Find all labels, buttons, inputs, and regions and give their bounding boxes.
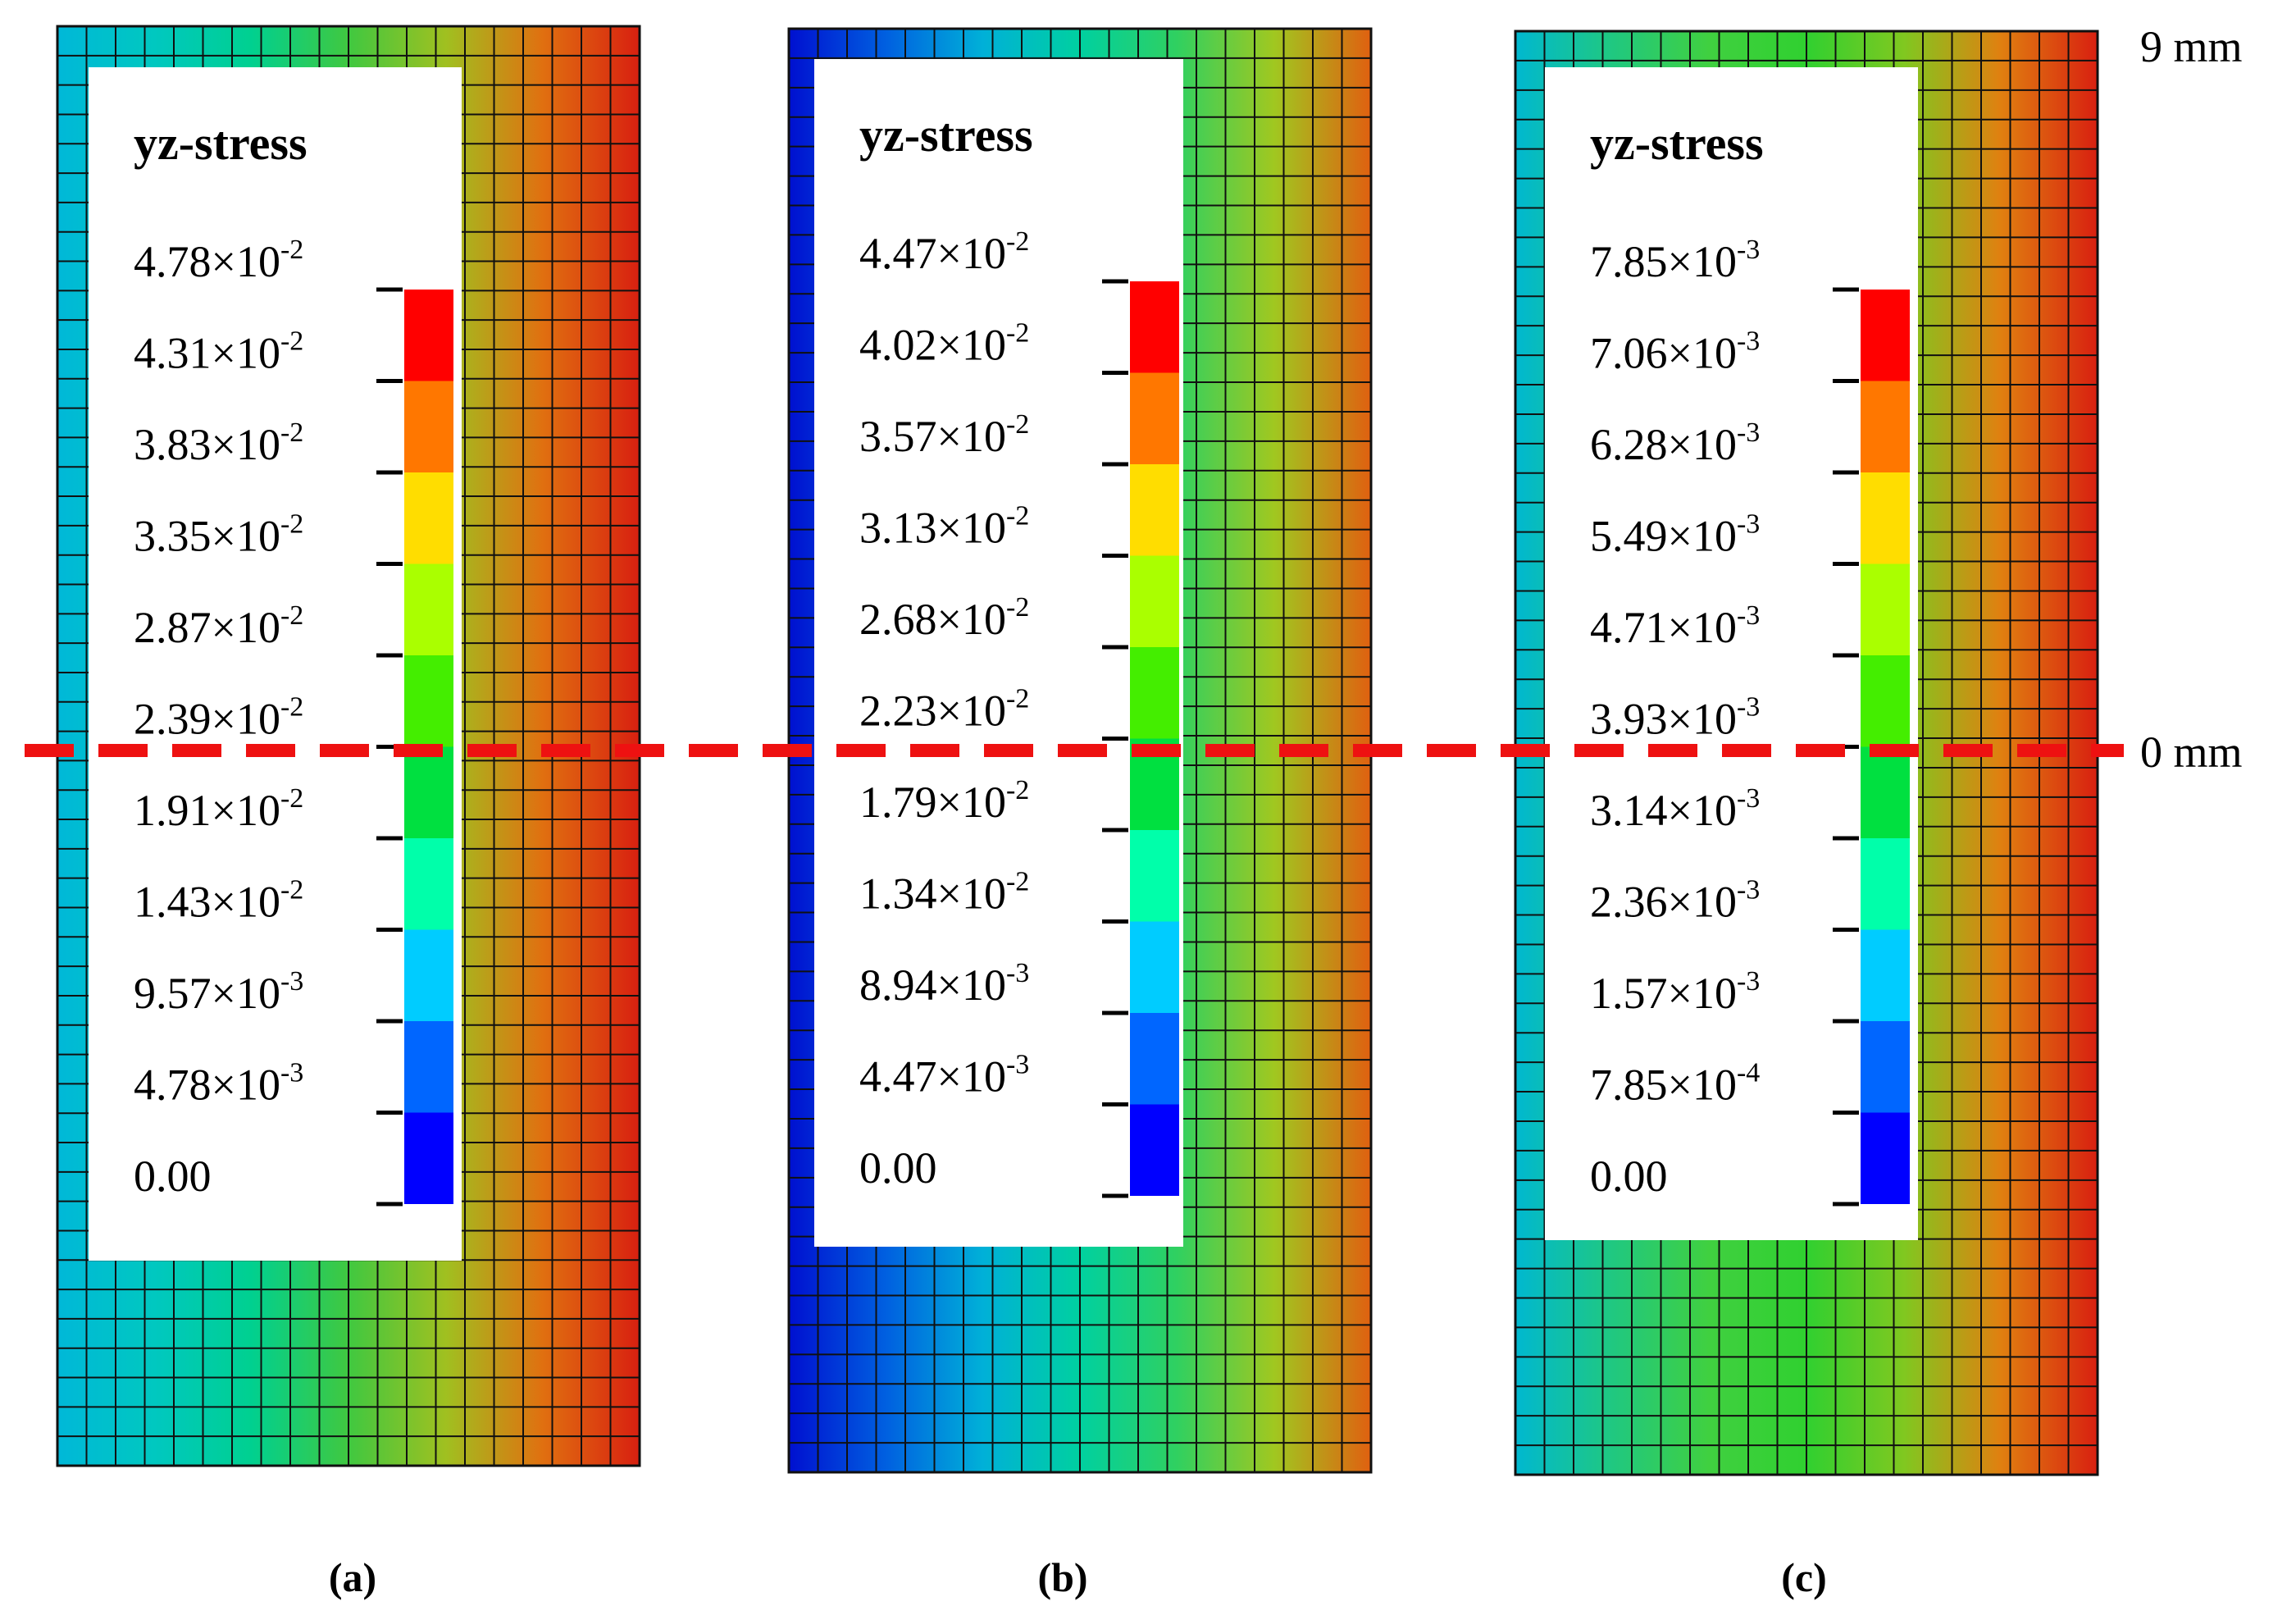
legend-tick-label: 3.14×10-3: [1590, 783, 1760, 835]
colorbar-block: [404, 563, 453, 655]
colorbar-block: [1130, 1104, 1179, 1196]
colorbar-block: [404, 1112, 453, 1204]
legend-tick-label: 2.39×10-2: [134, 692, 303, 744]
legend-tick-label: 1.79×10-2: [859, 775, 1029, 827]
colorbar-block: [1861, 472, 1910, 564]
legend-tick-label: 7.85×10-3: [1590, 235, 1760, 286]
legend-tick-label: 6.28×10-3: [1590, 417, 1760, 469]
colorbar-block: [1861, 929, 1910, 1021]
legend-tick-label: 2.23×10-2: [859, 684, 1029, 736]
colorbar-block: [404, 746, 453, 838]
legend-tick-label: 0.00: [134, 1152, 212, 1201]
colorbar-block: [404, 655, 453, 747]
legend-tick-label: 1.91×10-2: [134, 783, 303, 835]
colorbar-block: [1130, 830, 1179, 922]
legend-title: yz-stress: [859, 108, 1033, 162]
panel-caption: (c): [1781, 1554, 1827, 1600]
legend-box: yz-stress 4.47×10-2 4.02×10-2 3.57×10-2 3.13…: [814, 59, 1183, 1247]
colorbar-block: [1130, 1013, 1179, 1105]
legend-tick-label: 2.68×10-2: [859, 592, 1029, 644]
legend-tick-label: 4.78×10-3: [134, 1058, 303, 1110]
colorbar-block: [404, 838, 453, 930]
colorbar-block: [1861, 381, 1910, 472]
legend-tick-label: 4.78×10-2: [134, 235, 303, 286]
colorbar-block: [1861, 1112, 1910, 1204]
legend-title: yz-stress: [1590, 116, 1764, 170]
legend-tick-label: 3.83×10-2: [134, 417, 303, 469]
zero-position-label: 0 mm: [2140, 728, 2243, 777]
legend-tick-label: 3.93×10-3: [1590, 692, 1760, 744]
colorbar-block: [404, 472, 453, 564]
legend-tick-label: 1.57×10-3: [1590, 966, 1760, 1018]
panel-c: yz-stress 7.85×10-3 7.06×10-3 6.28×10-3 5.49…: [1514, 30, 2099, 1600]
legend-title: yz-stress: [134, 116, 308, 170]
legend-tick-label: 3.57×10-2: [859, 409, 1029, 461]
colorbar-block: [1130, 921, 1179, 1013]
colorbar-block: [1130, 464, 1179, 556]
legend-tick-label: 4.47×10-3: [859, 1050, 1029, 1102]
legend-box: yz-stress 7.85×10-3 7.06×10-3 6.28×10-3 5.49…: [1545, 67, 1918, 1240]
legend-tick-label: 4.02×10-2: [859, 318, 1029, 370]
colorbar-block: [1861, 838, 1910, 930]
legend-tick-label: 0.00: [1590, 1152, 1668, 1201]
legend-tick-label: 9.57×10-3: [134, 966, 303, 1018]
colorbar-block: [1130, 372, 1179, 464]
colorbar-block: [1130, 555, 1179, 647]
legend-tick-label: 4.47×10-2: [859, 226, 1029, 278]
colorbar-block: [404, 1021, 453, 1113]
legend-tick-label: 3.35×10-2: [134, 509, 303, 561]
legend-tick-label: 7.06×10-3: [1590, 326, 1760, 378]
legend-tick-label: 5.49×10-3: [1590, 509, 1760, 561]
legend-tick-label: 0.00: [859, 1143, 937, 1193]
colorbar-block: [1861, 746, 1910, 838]
legend-tick-label: 3.13×10-2: [859, 501, 1029, 553]
panel-caption: (b): [1037, 1554, 1087, 1600]
colorbar-block: [1130, 281, 1179, 373]
panel-a: yz-stress 4.78×10-2 4.31×10-2 3.83×10-2 3.35…: [56, 25, 641, 1600]
legend-tick-label: 4.31×10-2: [134, 326, 303, 378]
colorbar-block: [1861, 563, 1910, 655]
legend-tick-label: 7.85×10-4: [1590, 1058, 1760, 1110]
legend-box: yz-stress 4.78×10-2 4.31×10-2 3.83×10-2 3.35…: [89, 67, 462, 1261]
legend-tick-label: 2.36×10-3: [1590, 875, 1760, 927]
legend-tick-label: 1.34×10-2: [859, 867, 1029, 919]
panel-b: yz-stress 4.47×10-2 4.02×10-2 3.57×10-2 3.13…: [787, 27, 1373, 1600]
panel-caption: (a): [329, 1554, 376, 1600]
legend-tick-label: 2.87×10-2: [134, 600, 303, 652]
legend-tick-label: 1.43×10-2: [134, 875, 303, 927]
colorbar-block: [1861, 290, 1910, 381]
top-position-label: 9 mm: [2140, 22, 2243, 71]
legend-tick-label: 4.71×10-3: [1590, 600, 1760, 652]
colorbar-block: [404, 381, 453, 472]
colorbar-block: [1861, 1021, 1910, 1113]
legend-tick-label: 8.94×10-3: [859, 958, 1029, 1010]
colorbar-block: [1861, 655, 1910, 747]
colorbar-block: [404, 290, 453, 381]
colorbar-block: [404, 929, 453, 1021]
colorbar-block: [1130, 647, 1179, 739]
